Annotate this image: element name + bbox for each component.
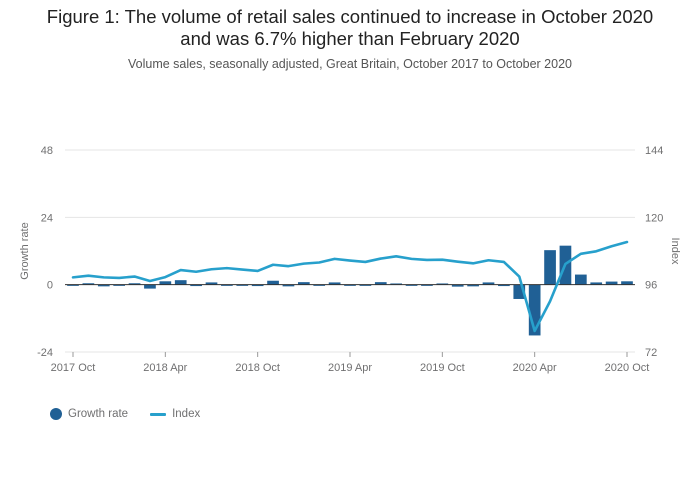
x-axis-tick-label: 2020 Oct bbox=[605, 362, 650, 374]
bar-2018-may[interactable] bbox=[174, 280, 187, 285]
bar-2019-may[interactable] bbox=[359, 284, 372, 286]
legend: Growth rate Index bbox=[50, 408, 222, 420]
left-axis-tick-label: 24 bbox=[41, 212, 53, 224]
bar-2019-dec[interactable] bbox=[467, 284, 479, 287]
left-axis-title: Growth rate bbox=[19, 222, 31, 279]
bar-2020-jul[interactable] bbox=[574, 274, 587, 285]
bar-2019-sep[interactable] bbox=[421, 284, 433, 286]
bar-2020-aug[interactable] bbox=[590, 282, 603, 285]
legend-item-index[interactable]: Index bbox=[150, 408, 200, 420]
x-axis-tick-label: 2019 Apr bbox=[328, 362, 372, 374]
chart-subtitle: Volume sales, seasonally adjusted, Great… bbox=[127, 57, 572, 71]
bar-2019-jan[interactable] bbox=[297, 282, 310, 285]
bar-2018-sep[interactable] bbox=[236, 284, 249, 286]
bar-2019-jul[interactable] bbox=[390, 283, 403, 285]
line-icon bbox=[150, 412, 167, 416]
bar-2018-jun[interactable] bbox=[190, 284, 202, 287]
bar-2020-sep[interactable] bbox=[605, 281, 618, 285]
left-axis-tick-label: 0 bbox=[47, 280, 53, 292]
bar-2019-oct[interactable] bbox=[436, 283, 449, 285]
bar-2018-apr[interactable] bbox=[159, 281, 172, 285]
axis-ticks: -24 72 0 96 24 120 48 144 2017 Oct 2018 Apr 2018 O… bbox=[37, 145, 663, 374]
legend-label-index: Index bbox=[172, 408, 201, 420]
bar-2018-oct[interactable] bbox=[251, 284, 264, 287]
bar-2019-apr[interactable] bbox=[344, 284, 356, 286]
legend-item-growth-rate[interactable]: Growth rate bbox=[50, 408, 128, 420]
line-series-index bbox=[71, 240, 629, 333]
bar-2019-jun[interactable] bbox=[374, 282, 387, 285]
dot-icon bbox=[50, 408, 62, 420]
bar-2018-jan[interactable] bbox=[113, 284, 126, 286]
bar-2019-nov[interactable] bbox=[451, 284, 464, 287]
bar-2020-jan[interactable] bbox=[482, 282, 495, 285]
x-axis-tick-label: 2018 Apr bbox=[143, 362, 187, 374]
right-axis-title: Index bbox=[669, 238, 681, 265]
x-axis-tick-label: 2018 Oct bbox=[235, 362, 280, 374]
right-axis-tick-label: 144 bbox=[645, 145, 663, 157]
bar-2017-dec[interactable] bbox=[97, 284, 110, 287]
x-axis-tick-label: 2020 Apr bbox=[513, 362, 557, 374]
bar-2020-may[interactable] bbox=[544, 250, 556, 285]
legend-label-growth-rate: Growth rate bbox=[68, 408, 129, 420]
right-axis-tick-label: 120 bbox=[645, 212, 663, 224]
bar-2017-nov[interactable] bbox=[82, 283, 95, 285]
bar-2020-mar[interactable] bbox=[513, 284, 526, 299]
index-line[interactable] bbox=[71, 240, 629, 333]
bar-2018-mar[interactable] bbox=[144, 284, 156, 289]
chart-title: Figure 1: The volume of retail sales con… bbox=[0, 6, 700, 50]
x-axis-tick-label: 2017 Oct bbox=[51, 362, 96, 374]
left-axis-tick-label: 48 bbox=[41, 145, 53, 157]
x-axis-tick-label: 2019 Oct bbox=[420, 362, 465, 374]
bar-2020-oct[interactable] bbox=[621, 281, 633, 285]
bar-series-growth-rate bbox=[67, 245, 633, 336]
right-axis-tick-label: 96 bbox=[645, 280, 657, 292]
bar-2018-dec[interactable] bbox=[282, 284, 295, 287]
bar-2018-nov[interactable] bbox=[267, 280, 279, 285]
chart-title-line-2: and was 6.7% higher than February 2020 bbox=[180, 28, 520, 49]
bar-2019-aug[interactable] bbox=[405, 284, 418, 286]
bar-2017-oct[interactable] bbox=[67, 284, 79, 286]
left-axis-tick-label: -24 bbox=[37, 347, 53, 359]
chart-title-line-1: Figure 1: The volume of retail sales con… bbox=[46, 6, 654, 27]
bar-2020-feb[interactable] bbox=[498, 284, 510, 287]
bar-2019-mar[interactable] bbox=[328, 282, 341, 285]
right-axis-tick-label: 72 bbox=[645, 347, 657, 359]
bar-2020-apr[interactable] bbox=[528, 284, 541, 336]
bar-2018-jul[interactable] bbox=[205, 282, 218, 285]
bar-2019-feb[interactable] bbox=[313, 284, 326, 286]
bar-2018-feb[interactable] bbox=[128, 283, 141, 285]
bar-2018-aug[interactable] bbox=[221, 284, 233, 286]
